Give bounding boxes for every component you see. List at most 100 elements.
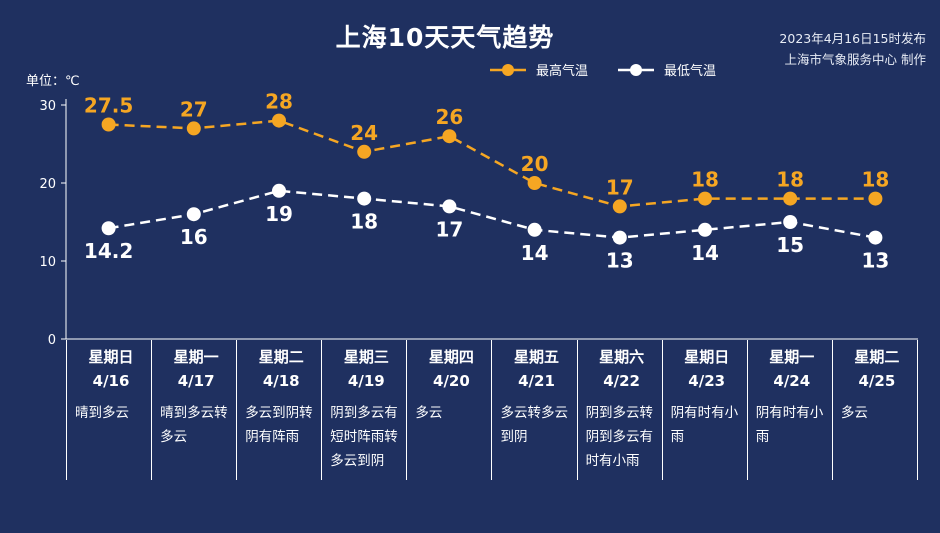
- legend-low-marker-icon: [618, 63, 655, 76]
- weekday-label: 星期四: [428, 348, 474, 366]
- weekday-label: 星期二: [258, 348, 304, 366]
- date-label: 4/22: [603, 372, 640, 390]
- data-point-high: [442, 129, 457, 144]
- legend-item-high: 最高气温: [488, 60, 588, 79]
- publisher: 上海市气象服务中心 制作: [784, 52, 926, 67]
- data-label-low: 15: [776, 233, 804, 257]
- y-axis-unit-label: 单位：℃: [26, 74, 80, 89]
- day-header: 星期日 4/23: [671, 340, 743, 398]
- data-label-high: 26: [435, 105, 463, 129]
- data-label-high: 27: [180, 97, 208, 121]
- data-point-low: [527, 222, 542, 237]
- day-header: 星期六 4/22: [586, 340, 658, 398]
- weather-description: 阴有时有小雨: [670, 405, 739, 445]
- day-header: 星期四 4/20: [415, 340, 487, 398]
- y-tick-label: 20: [39, 177, 56, 192]
- day-column: 星期五 4/21 多云转多云到阴: [492, 340, 578, 480]
- data-point-low: [272, 183, 286, 198]
- day-header: 星期三 4/19: [330, 340, 402, 398]
- publish-info: 2023年4月16日15时发布 上海市气象服务中心 制作: [779, 28, 926, 70]
- day-header: 星期日 4/16: [75, 340, 147, 398]
- data-label-low: 14: [691, 241, 719, 265]
- series-line-low: [108, 189, 876, 239]
- date-label: 4/16: [92, 372, 130, 390]
- data-point-low: [612, 230, 627, 245]
- chart-legend: 最高气温 最低气温: [488, 60, 744, 79]
- legend-item-low: 最低气温: [616, 60, 716, 79]
- y-tick-label: 10: [39, 255, 56, 270]
- date-label: 4/25: [858, 372, 896, 390]
- date-label: 4/21: [518, 372, 555, 390]
- data-label-high: 28: [265, 90, 293, 114]
- weekday-label: 星期日: [88, 348, 134, 366]
- weekday-label: 星期一: [173, 348, 219, 366]
- data-label-low: 17: [435, 217, 463, 241]
- weather-description: 晴到多云转多云: [160, 405, 228, 445]
- data-label-low: 19: [265, 202, 293, 226]
- data-point-high: [272, 113, 286, 128]
- series-line-high: [108, 119, 876, 208]
- day-header: 星期二 4/18: [245, 340, 317, 398]
- weekday-label: 星期日: [684, 348, 730, 366]
- day-column: 星期二 4/25 多云: [833, 340, 918, 480]
- data-label-low: 16: [180, 225, 208, 249]
- data-point-low: [186, 207, 201, 222]
- y-tick-label: 0: [48, 333, 56, 348]
- weekday-label: 星期二: [854, 348, 900, 366]
- data-point-low: [783, 215, 798, 229]
- data-point-high: [612, 199, 627, 214]
- weather-description: 多云到阴转阴有阵雨: [245, 405, 313, 445]
- day-column: 星期一 4/17 晴到多云转多云: [152, 340, 238, 480]
- y-tick-label: 30: [39, 99, 56, 114]
- data-point-high: [868, 191, 883, 206]
- weather-description: 多云: [840, 405, 868, 421]
- day-column: 星期三 4/19 阴到多云有短时阵雨转多云到阴: [322, 340, 408, 480]
- data-point-low: [868, 230, 883, 245]
- data-label-high: 18: [861, 168, 889, 192]
- day-header: 星期五 4/21: [500, 340, 572, 398]
- day-column: 星期二 4/18 多云到阴转阴有阵雨: [237, 340, 323, 480]
- legend-high-label: 最高气温: [536, 64, 589, 79]
- data-point-high: [783, 191, 798, 206]
- data-label-high: 18: [776, 168, 804, 192]
- day-column: 星期日 4/23 阴有时有小雨: [663, 340, 748, 480]
- data-label-low: 13: [606, 249, 634, 273]
- date-label: 4/18: [262, 372, 300, 390]
- data-point-high: [101, 117, 116, 132]
- data-label-low: 14.2: [84, 239, 133, 263]
- data-point-high: [698, 191, 712, 206]
- day-column: 星期六 4/22 阴到多云转阴到多云有时有小雨: [578, 340, 663, 480]
- day-column: 星期一 4/24 阴有时有小雨: [748, 340, 833, 480]
- weather-description: 晴到多云: [75, 405, 129, 421]
- weekday-label: 星期三: [343, 348, 389, 366]
- day-column: 星期四 4/20 多云: [407, 340, 493, 480]
- day-header: 星期一 4/17: [160, 340, 232, 398]
- data-point-low: [101, 221, 116, 236]
- date-label: 4/23: [688, 372, 726, 390]
- weather-description: 多云: [415, 405, 443, 421]
- day-column: 星期日 4/16 晴到多云: [66, 340, 153, 480]
- weather-description: 多云转多云到阴: [500, 405, 568, 445]
- weekday-label: 星期五: [514, 348, 560, 366]
- data-point-low: [442, 199, 457, 214]
- publish-time: 2023年4月16日15时发布: [779, 31, 926, 46]
- data-point-low: [357, 191, 372, 206]
- data-label-high: 18: [691, 168, 719, 192]
- data-point-low: [698, 222, 712, 237]
- weekday-label: 星期一: [769, 348, 815, 366]
- weekday-label: 星期六: [599, 348, 645, 366]
- weather-description: 阴有时有小雨: [755, 405, 824, 445]
- page-title: 上海10天天气趋势: [335, 23, 555, 52]
- weather-description: 阴到多云转阴到多云有时有小雨: [585, 405, 654, 469]
- legend-high-marker-icon: [490, 63, 526, 76]
- data-label-high: 20: [521, 152, 549, 176]
- date-label: 4/19: [347, 372, 385, 390]
- date-label: 4/24: [773, 372, 811, 390]
- data-point-high: [527, 176, 542, 190]
- data-label-high: 24: [350, 121, 378, 145]
- date-label: 4/20: [433, 372, 470, 390]
- data-label-low: 14: [521, 241, 549, 265]
- data-point-high: [186, 121, 201, 136]
- data-label-high: 27.5: [84, 94, 133, 118]
- data-label-low: 13: [861, 249, 889, 273]
